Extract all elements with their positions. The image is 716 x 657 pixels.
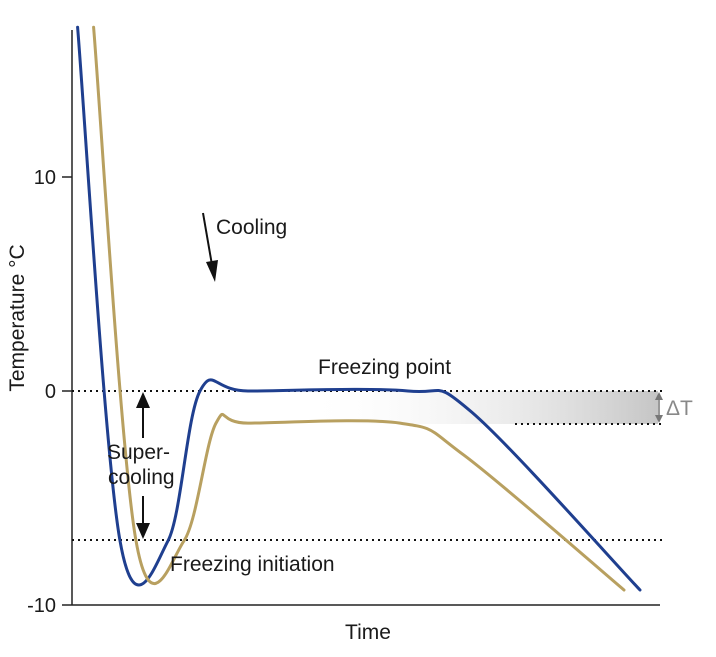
supercooling-arrow-head-down [136, 523, 150, 539]
cooling-label: Cooling [216, 216, 287, 239]
supercooling-label-line2: cooling [108, 466, 175, 489]
cooling-arrow-head [206, 260, 218, 282]
supercooling-label-line1: Super- [107, 441, 170, 464]
y-axis-title: Temperature °C [6, 244, 29, 391]
supercooling-arrow-head-up [136, 392, 150, 408]
delta-t-label: ΔT [666, 397, 693, 420]
delta-t-arrow-head-up [655, 392, 663, 400]
cooling-arrow-shaft [202, 212, 213, 266]
series-line-tan [92, 25, 626, 592]
y-tick-label-10: 10 [34, 167, 56, 189]
y-tick-label-minus10: -10 [27, 595, 56, 617]
series-line-blue [76, 25, 642, 592]
freezing-point-label: Freezing point [318, 356, 451, 379]
x-axis-title: Time [345, 621, 391, 644]
freezing-initiation-label: Freezing initiation [170, 553, 335, 576]
y-tick-label-0: 0 [45, 381, 56, 403]
delta-t-arrow-head-down [655, 415, 663, 423]
